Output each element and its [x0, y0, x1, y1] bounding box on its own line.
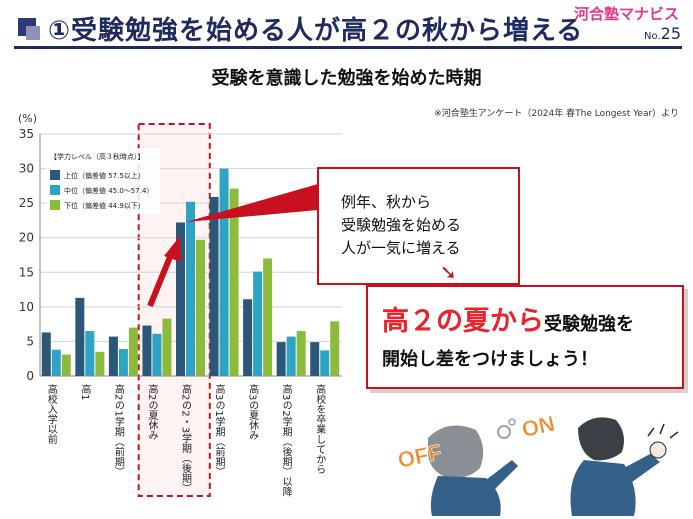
y-tick-label: 25 [19, 196, 34, 210]
callout-text: 例年、秋から 受験勉強を始める 人が一気に増える [341, 193, 462, 257]
cta-box: 高２の夏から受験勉強を 開始し差をつけましょう！ [366, 285, 684, 389]
bar-lower [61, 354, 71, 376]
callout-box: 例年、秋から 受験勉強を始める 人が一気に増える [317, 167, 520, 285]
x-tick-label: 高2の夏休み [146, 383, 158, 441]
bar-upper [209, 196, 219, 376]
x-tick-label: 高2の2・3学期（後期） [180, 383, 192, 493]
x-tick-label: 高1 [79, 383, 91, 401]
issue-number: No.25 [644, 24, 681, 43]
page-title: ①受験勉強を始める人が高２の秋から増える [48, 16, 584, 46]
y-tick-label: 5 [26, 334, 34, 348]
bar-middle [320, 350, 330, 376]
on-label: ON [519, 411, 556, 442]
legend-background [46, 148, 160, 214]
header-rule [14, 46, 682, 49]
y-tick-label: 35 [19, 127, 34, 141]
x-tick-label: 高3の夏休み [247, 383, 259, 441]
off-figure [428, 418, 518, 516]
cta-line1: 高２の夏から受験勉強を [382, 299, 634, 338]
bar-upper [75, 297, 85, 376]
legend-label: 下位（偏差値 44.9以下） [64, 201, 145, 210]
bar-upper [176, 222, 185, 376]
source-note: ※河合塾生アンケート（2024年 春The Longest Year）より [434, 109, 679, 119]
cta-mid: 受験勉強を [544, 314, 634, 335]
bar-upper [41, 332, 51, 376]
x-tick-label: 高校入学以前 [45, 383, 57, 445]
bar-middle [186, 201, 195, 376]
bar-middle [51, 349, 61, 376]
bar-lower [229, 188, 239, 376]
legend-swatch [50, 170, 60, 180]
bar-lower [162, 318, 172, 376]
y-axis-label: (%) [18, 112, 37, 125]
bar-middle [85, 331, 95, 376]
x-tick-label: 高校を卒業してから [314, 383, 326, 474]
cta-highlight: 高２の夏から [382, 306, 544, 337]
brand-logo: 河合塾マナビス [573, 5, 679, 23]
arrow-down-right-icon: ➘ [440, 260, 457, 284]
chart-title: 受験を意識した勉強を始めた時期 [211, 68, 482, 89]
y-tick-label: 0 [26, 369, 34, 383]
legend-title: 【学力レベル（高３秋時点）】 [50, 152, 145, 161]
bar-middle [219, 168, 229, 376]
bar-lower [128, 327, 138, 376]
y-tick-label: 30 [19, 162, 34, 176]
bar-lower [196, 239, 205, 376]
bar-middle [118, 349, 128, 376]
bar-middle [152, 333, 162, 376]
callout-pointer [186, 184, 318, 222]
y-tick-label: 15 [19, 265, 34, 279]
legend-label: 中位（偏差値 45.0～57.4） [64, 186, 153, 195]
bar-lower [263, 258, 273, 376]
bar-upper [310, 342, 320, 376]
bar-middle [253, 271, 263, 376]
trend-arrow [147, 250, 175, 308]
trend-arrow-head [164, 236, 181, 262]
bar-upper [276, 342, 286, 376]
header-marker-shadow [26, 26, 40, 40]
off-on-illustration: OFF ON [395, 411, 679, 516]
bar-lower [95, 351, 105, 376]
y-tick-label: 20 [19, 231, 34, 245]
bar-upper [142, 325, 152, 376]
bar-upper [243, 299, 253, 376]
issue-number-value: 25 [660, 24, 681, 43]
on-figure [570, 417, 679, 516]
issue-prefix: No. [644, 31, 661, 42]
cta-line2: 開始し差をつけましょう！ [382, 349, 598, 370]
x-tick-label: 高3の1学期（前期） [213, 383, 225, 477]
y-tick-label: 10 [19, 300, 34, 314]
bar-lower [296, 331, 306, 376]
x-tick-label: 高3の2学期（後期）以降 [280, 383, 292, 498]
legend-swatch [50, 200, 60, 210]
bar-lower [330, 321, 340, 376]
legend-swatch [50, 185, 60, 195]
bar-middle [286, 336, 296, 376]
bar-upper [108, 336, 118, 376]
legend-label: 上位（偏差値 57.5以上） [64, 171, 145, 180]
x-tick-label: 高2の1学期（前期） [112, 383, 124, 477]
